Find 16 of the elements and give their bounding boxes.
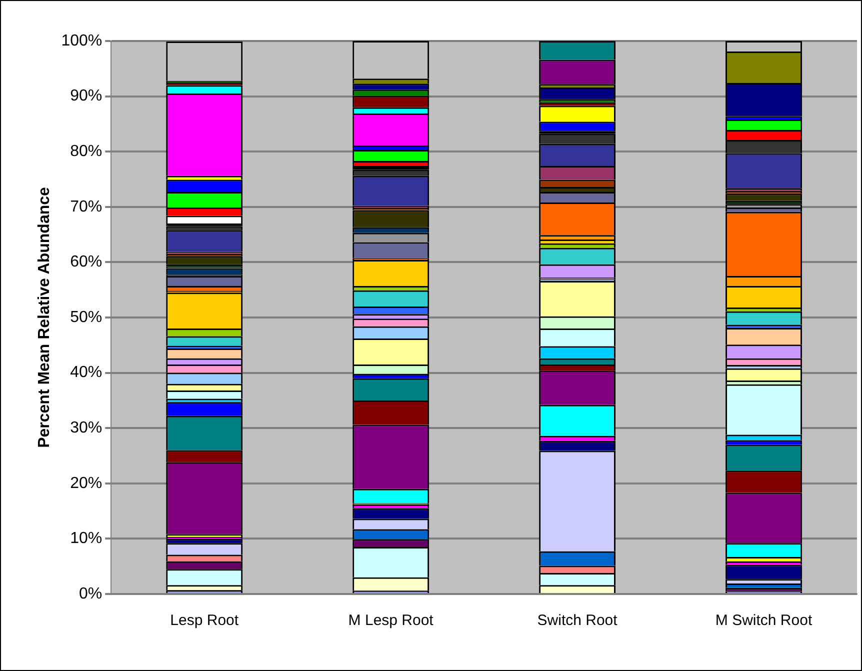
y-tick-label: 40% bbox=[70, 364, 102, 382]
x-tick-label: M Lesp Root bbox=[348, 612, 434, 630]
x-tick-label: M Switch Root bbox=[715, 612, 813, 630]
y-tick-label: 0% bbox=[78, 585, 102, 602]
y-tick-label: 90% bbox=[70, 88, 102, 105]
y-tick-label: 60% bbox=[70, 254, 102, 271]
y-tick-label: 50% bbox=[70, 308, 102, 326]
y-tick-label: 70% bbox=[70, 198, 102, 216]
y-tick-label: 20% bbox=[70, 474, 102, 492]
x-tick-label: Lesp Root bbox=[170, 612, 240, 630]
x-tick-label: Switch Root bbox=[537, 612, 618, 630]
y-tick-label: 80% bbox=[70, 143, 102, 160]
y-axis-title: Percent Mean Relative Abundance bbox=[36, 186, 54, 448]
y-tick-label: 10% bbox=[70, 530, 102, 548]
y-tick-label: 100% bbox=[61, 32, 102, 50]
y-tick-label: 30% bbox=[70, 420, 102, 437]
